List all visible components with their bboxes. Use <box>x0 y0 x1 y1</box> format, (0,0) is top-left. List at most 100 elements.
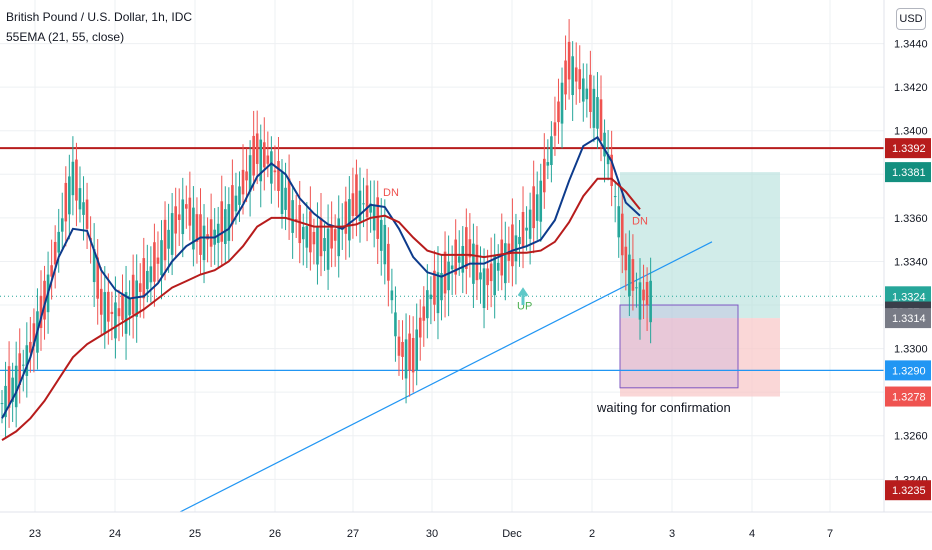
price-label-text: 1.3324 <box>892 291 926 303</box>
price-label-box <box>885 162 931 183</box>
candle-body <box>514 235 518 262</box>
candle-body <box>408 333 411 371</box>
candle-body <box>103 292 107 334</box>
candle-body <box>429 294 433 300</box>
candle-body <box>564 60 567 95</box>
candle-body <box>259 139 263 182</box>
candle-body <box>181 199 185 235</box>
candle-body <box>344 201 348 234</box>
candle-body <box>262 142 266 168</box>
candle-body <box>620 213 624 256</box>
ema-lines <box>1 135 641 441</box>
candle-body <box>546 162 550 166</box>
chart-annotations: DN DN UP waiting for confirmation <box>383 187 731 415</box>
candle-body <box>68 176 71 215</box>
candle-body <box>287 178 291 220</box>
candle-body <box>553 122 557 136</box>
candle-body <box>305 226 309 248</box>
candle-body <box>32 323 36 347</box>
candle-body <box>383 224 387 265</box>
candle-body <box>557 101 560 123</box>
candle-body <box>355 174 358 217</box>
candle-body <box>518 236 521 245</box>
candle-body <box>387 243 390 281</box>
price-tick-label: 1.3360 <box>894 213 928 225</box>
candle-body <box>107 291 110 322</box>
candle-body <box>642 289 645 301</box>
candle-body <box>25 345 29 376</box>
annotation-label: waiting for confirmation <box>596 400 731 415</box>
price-label-text: 1.3392 <box>892 143 926 155</box>
candle-body <box>468 239 472 258</box>
candle-body <box>574 67 578 82</box>
candle-body <box>589 74 592 113</box>
candle-body <box>560 82 564 124</box>
price-tick-label: 1.3260 <box>894 431 928 443</box>
candle-body <box>128 298 131 316</box>
candle-body <box>234 195 238 212</box>
candle-body <box>167 229 170 249</box>
candle-body <box>146 270 149 290</box>
candle-body <box>60 218 64 232</box>
candle-body <box>436 272 440 314</box>
candle-body <box>450 265 454 270</box>
candle-body <box>649 280 652 323</box>
candle-body <box>316 226 319 265</box>
candle-body <box>613 196 617 198</box>
candle-body <box>209 219 213 247</box>
price-tick-label: 1.3440 <box>894 39 928 51</box>
candle-body <box>479 272 482 280</box>
candle-body <box>599 99 603 141</box>
candle-body <box>394 312 397 337</box>
candle-body <box>248 155 252 192</box>
candle-body <box>638 282 642 320</box>
currency-button[interactable]: USD <box>896 8 926 30</box>
candle-body <box>18 353 22 385</box>
candle-body <box>252 135 255 176</box>
stop-zone <box>620 318 780 397</box>
candle-body <box>284 187 287 210</box>
candle-body <box>511 224 514 267</box>
price-axis[interactable]: 1.34401.34201.34001.33801.33601.33401.33… <box>883 0 932 550</box>
candle-body <box>465 227 468 269</box>
candle-body <box>50 265 53 277</box>
candle-body <box>326 228 330 270</box>
candle-body <box>567 41 571 80</box>
candle-body <box>365 185 369 218</box>
candle-body <box>323 238 326 252</box>
trendline <box>179 241 713 513</box>
candle-body <box>418 317 422 338</box>
candle-body <box>645 281 649 305</box>
candle-body <box>330 226 333 249</box>
candle-body <box>397 336 401 356</box>
entry-box <box>619 304 739 389</box>
candle-body <box>71 161 75 196</box>
time-axis[interactable]: 23 24 25 26 27 30 Dec 2 3 4 7 <box>0 511 932 550</box>
candle-body <box>238 186 241 205</box>
candle-body <box>149 266 153 283</box>
candle-body <box>362 203 365 205</box>
candle-body <box>496 262 500 271</box>
candle-body <box>486 268 489 286</box>
candle-body <box>192 207 195 250</box>
candle-body <box>461 246 465 273</box>
candle-body <box>121 294 124 320</box>
candle-body <box>525 227 528 231</box>
annotation-label: DN <box>632 215 648 227</box>
time-tick-label: 24 <box>109 528 121 540</box>
candle-body <box>606 154 610 165</box>
candle-body <box>11 377 14 402</box>
candle-body <box>224 209 227 245</box>
price-label-box <box>885 286 931 307</box>
candle-body <box>592 88 596 128</box>
price-tick-label: 1.3300 <box>894 344 928 356</box>
candle-body <box>635 287 638 289</box>
candle-body <box>185 204 188 209</box>
candle-body <box>220 201 224 242</box>
candle-body <box>617 206 621 238</box>
price-label-text: 1.3278 <box>892 392 926 404</box>
time-tick-label: 30 <box>426 528 438 540</box>
candle-body <box>578 69 582 90</box>
candle-body <box>43 280 46 320</box>
